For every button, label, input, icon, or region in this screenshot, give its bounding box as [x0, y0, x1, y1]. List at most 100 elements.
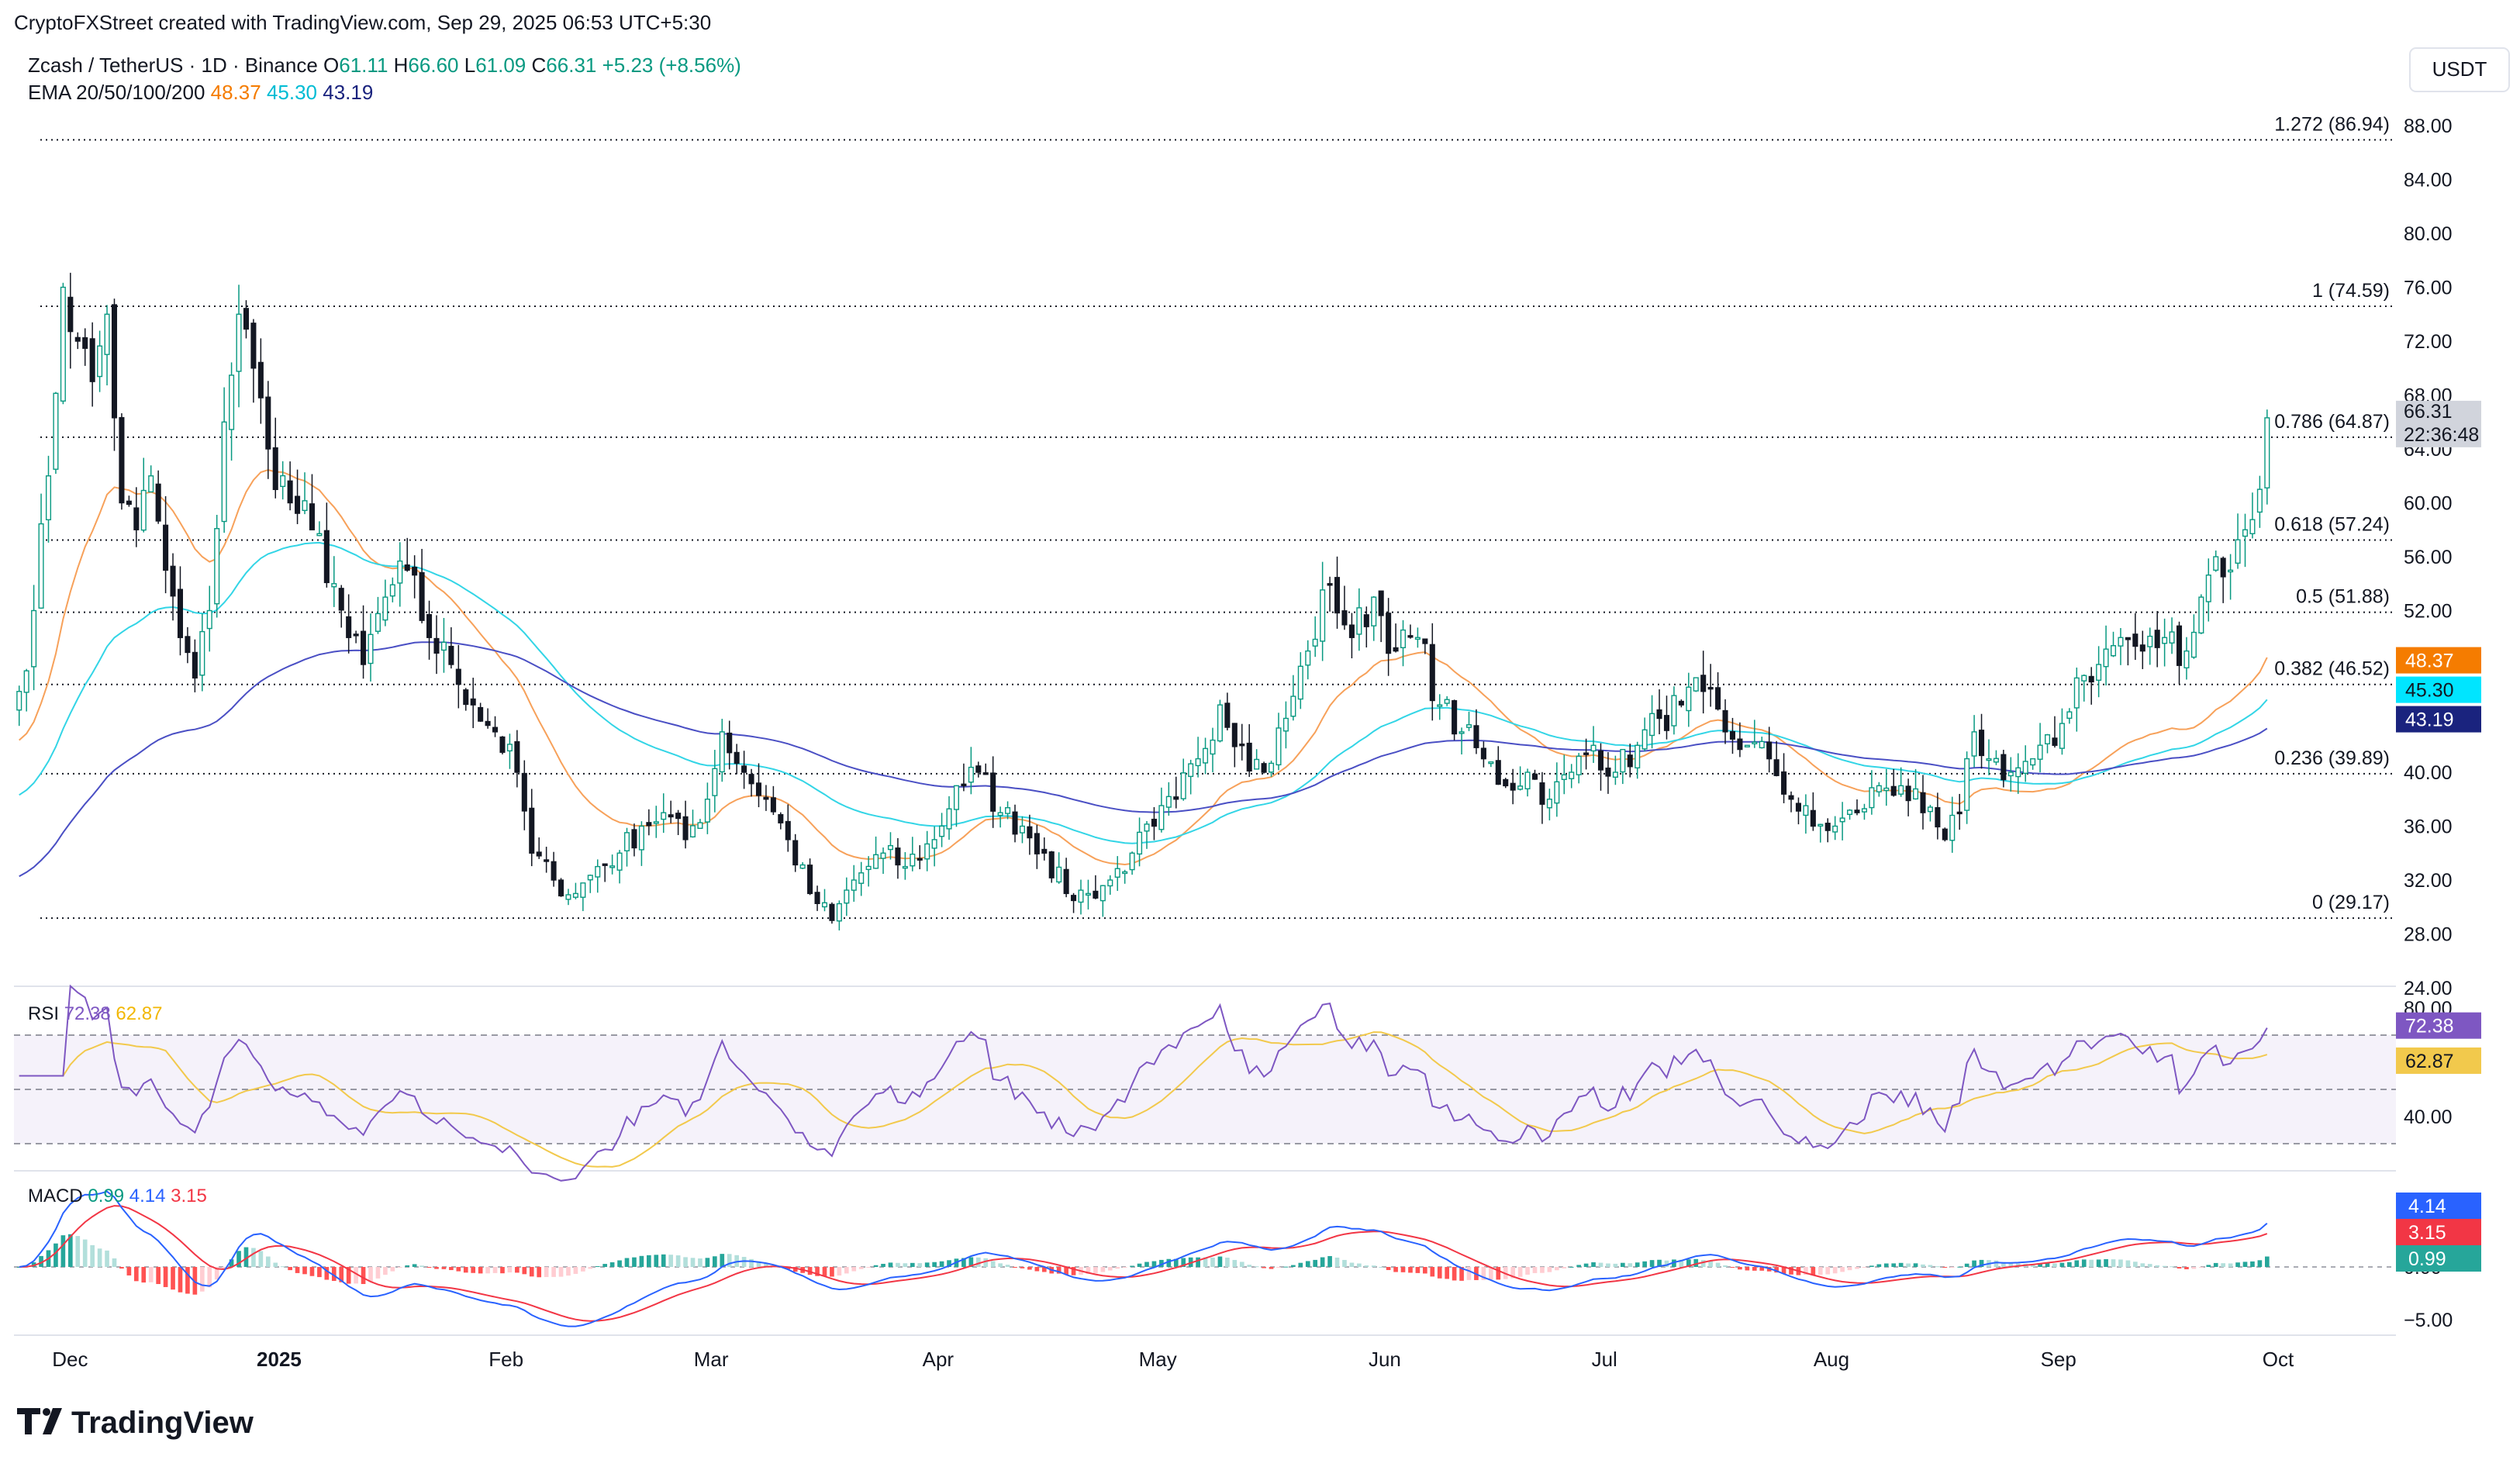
macd-histogram-bar [822, 1267, 827, 1276]
candle-body [1063, 868, 1069, 895]
macd-histogram-bar [2257, 1260, 2263, 1267]
candle-body [1093, 890, 1099, 899]
macd-histogram-bar [1547, 1267, 1552, 1272]
candle-body [851, 879, 857, 891]
candle-body [1005, 807, 1011, 814]
time-tick-label: May [1139, 1348, 1177, 1371]
macd-histogram-bar [2235, 1262, 2240, 1267]
candle-body [1458, 731, 1465, 734]
macd-histogram-bar [1203, 1257, 1208, 1267]
candle-body [16, 691, 22, 711]
candle-body [1078, 889, 1084, 903]
macd-histogram-bar [2096, 1259, 2101, 1267]
candle-body [1129, 852, 1135, 871]
candle-body [148, 475, 154, 493]
candle-body [514, 740, 520, 773]
candle-body [682, 816, 689, 841]
candle-body [689, 825, 696, 837]
macd-value-tag-text: 0.99 [2408, 1248, 2446, 1270]
candle-body [478, 706, 484, 722]
macd-histogram-bar [1781, 1267, 1786, 1274]
high-value: 66.60 [408, 54, 458, 77]
macd-value-tag-text: 3.15 [2408, 1222, 2446, 1244]
candle-body [2139, 644, 2145, 652]
macd-tick-label: −5.00 [2404, 1310, 2453, 1331]
macd-histogram-bar [280, 1266, 285, 1268]
time-tick-label: Mar [694, 1348, 729, 1371]
rsi-value-tag [2396, 1047, 2481, 1074]
candle-body [1480, 747, 1486, 760]
candle-body [1656, 709, 1662, 720]
close-value: 66.31 [546, 54, 596, 77]
candle-body [1048, 851, 1055, 878]
macd-histogram-bar [265, 1256, 271, 1267]
candle-body [1671, 695, 1677, 727]
candle-body [946, 808, 952, 830]
macd-histogram-bar [171, 1267, 175, 1290]
macd-histogram-bar [624, 1258, 630, 1267]
macd-histogram-bar [67, 1234, 73, 1267]
macd-histogram-bar [1291, 1265, 1296, 1267]
macd-histogram-bar [207, 1267, 212, 1288]
candle-body [1203, 747, 1209, 764]
macd-histogram-bar [544, 1267, 549, 1278]
candle-body [23, 670, 29, 693]
macd-histogram-bar [449, 1267, 454, 1271]
candle-body [1663, 715, 1670, 731]
candle-body [1847, 809, 1853, 816]
macd-histogram-bar [1642, 1261, 1647, 1267]
macd-histogram-bar [2213, 1262, 2218, 1267]
price-tick-label: 80.00 [2404, 223, 2453, 245]
candle-body [1722, 709, 1728, 733]
fib-level-label: 0.5 (51.88) [2296, 586, 2390, 608]
macd-histogram-bar [1041, 1267, 1047, 1272]
macd-histogram-bar [1576, 1265, 1581, 1267]
macd-histogram-bar [222, 1267, 226, 1269]
candle-body [1839, 817, 1845, 823]
candle-body [1444, 699, 1450, 704]
macd-histogram-bar [990, 1261, 996, 1267]
macd-histogram-bar [515, 1267, 520, 1273]
candle-body [1393, 647, 1399, 652]
candle-body [2103, 648, 2109, 668]
macd-histogram-bar [412, 1264, 417, 1267]
macd-histogram-bar [888, 1262, 893, 1267]
candle-body [2132, 633, 2139, 647]
macd-histogram-bar [82, 1239, 88, 1267]
candle-body [1341, 610, 1348, 626]
candle-body [1641, 729, 1648, 750]
candle-body [67, 296, 74, 333]
brand-text: TradingView [71, 1406, 254, 1440]
candle-body [1085, 892, 1091, 896]
macd-histogram-bar [661, 1254, 666, 1267]
macd-histogram-bar [1715, 1262, 1721, 1267]
macd-histogram-bar [1818, 1267, 1823, 1275]
candle-body [1590, 744, 1597, 752]
candle-body [257, 361, 264, 399]
candle-body [1964, 758, 1970, 811]
macd-histogram-bar [1517, 1267, 1523, 1277]
macd-histogram-bar [141, 1267, 147, 1283]
ema20-legend-value: 48.37 [211, 81, 261, 104]
candle-body [1503, 778, 1509, 787]
macd-histogram-bar [163, 1267, 168, 1287]
candle-body [1861, 808, 1867, 813]
macd-histogram-bar [1283, 1266, 1289, 1268]
candle-body [426, 613, 433, 638]
candle-body [199, 630, 205, 676]
currency-button[interactable]: USDT [2409, 47, 2510, 92]
price-tick-label: 76.00 [2404, 278, 2453, 299]
macd-histogram-bar [2242, 1262, 2248, 1267]
macd-histogram-bar [1386, 1267, 1391, 1270]
macd-histogram-bar [471, 1267, 476, 1273]
time-tick-label: Jul [1592, 1348, 1617, 1371]
candle-body [397, 560, 403, 584]
macd-histogram-bar [2147, 1264, 2152, 1267]
macd-histogram-bar [1181, 1258, 1186, 1267]
macd-histogram-bar [54, 1243, 58, 1267]
candle-body [1569, 771, 1575, 779]
macd-histogram-bar [251, 1248, 256, 1267]
macd-histogram-bar [1825, 1267, 1831, 1275]
candle-body [712, 768, 718, 796]
macd-histogram-bar [844, 1267, 849, 1274]
